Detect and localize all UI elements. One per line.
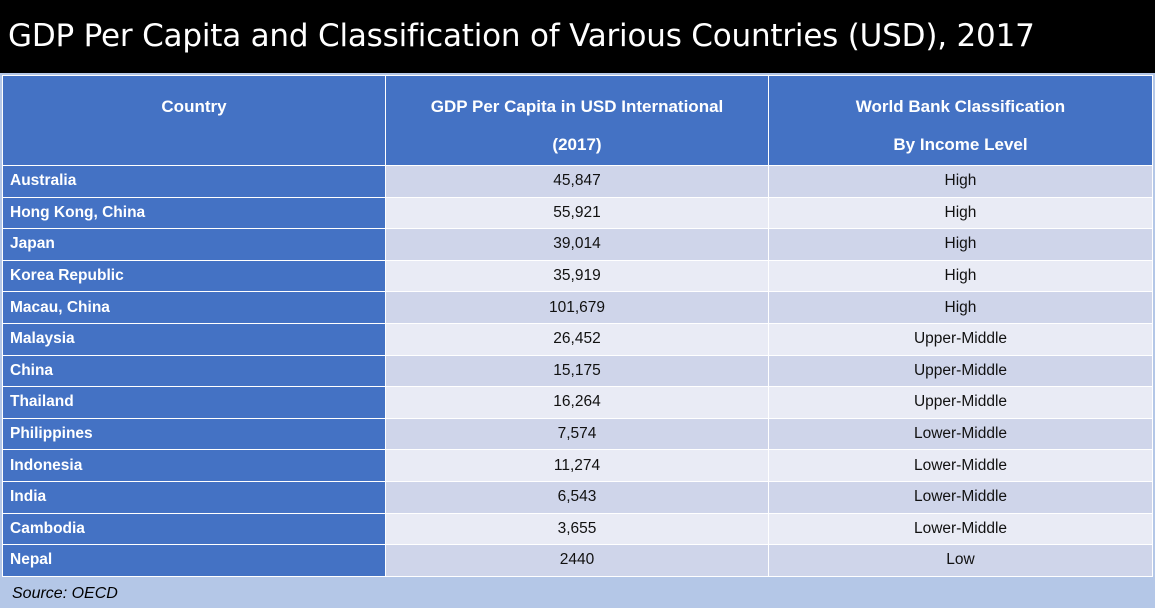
table-row: Australia 45,847 High (2, 165, 1153, 198)
classification-cell: High (768, 165, 1153, 198)
table-row: Malaysia 26,452 Upper-Middle (2, 322, 1153, 356)
header-classification: World Bank Classification By Income Leve… (768, 75, 1153, 166)
gdp-cell: 35,919 (385, 259, 769, 293)
country-cell: Hong Kong, China (2, 196, 386, 230)
header-row: Country GDP Per Capita in USD Internatio… (2, 75, 1153, 166)
header-country: Country (2, 75, 386, 166)
country-cell: Nepal (2, 544, 386, 577)
table-header: Country GDP Per Capita in USD Internatio… (2, 75, 1153, 166)
gdp-cell: 39,014 (385, 228, 769, 261)
table-row: Cambodia 3,655 Lower-Middle (2, 512, 1153, 546)
classification-cell: High (768, 259, 1153, 293)
gdp-cell: 26,452 (385, 322, 769, 356)
country-cell: Thailand (2, 386, 386, 419)
table-row: India 6,543 Lower-Middle (2, 480, 1153, 514)
classification-cell: Lower-Middle (768, 512, 1153, 546)
gdp-cell: 11,274 (385, 449, 769, 482)
classification-cell: Upper-Middle (768, 322, 1153, 356)
table-row: Indonesia 11,274 Lower-Middle (2, 449, 1153, 482)
header-class-line1: World Bank Classification (855, 97, 1066, 116)
country-cell: Philippines (2, 417, 386, 451)
country-cell: Indonesia (2, 449, 386, 482)
country-cell: Japan (2, 228, 386, 261)
country-cell: Macau, China (2, 291, 386, 324)
classification-cell: Lower-Middle (768, 417, 1153, 451)
table-row: Philippines 7,574 Lower-Middle (2, 417, 1153, 451)
header-class-line2: By Income Level (893, 135, 1028, 154)
table-row: Thailand 16,264 Upper-Middle (2, 386, 1153, 419)
gdp-cell: 45,847 (385, 165, 769, 198)
classification-cell: High (768, 291, 1153, 324)
classification-cell: Upper-Middle (768, 386, 1153, 419)
country-cell: China (2, 354, 386, 388)
country-cell: Malaysia (2, 322, 386, 356)
header-gdp: GDP Per Capita in USD International (201… (385, 75, 769, 166)
table-row: Japan 39,014 High (2, 228, 1153, 261)
header-country-label: Country (161, 97, 227, 116)
country-cell: India (2, 480, 386, 514)
gdp-cell: 7,574 (385, 417, 769, 451)
gdp-cell: 3,655 (385, 512, 769, 546)
gdp-cell: 15,175 (385, 354, 769, 388)
source-note: Source: OECD (12, 585, 118, 602)
header-gdp-line1: GDP Per Capita in USD International (430, 97, 724, 116)
header-gdp-line2: (2017) (552, 135, 602, 154)
table-row: Korea Republic 35,919 High (2, 259, 1153, 293)
page-title: GDP Per Capita and Classification of Var… (0, 0, 1155, 73)
gdp-cell: 16,264 (385, 386, 769, 419)
classification-cell: Lower-Middle (768, 480, 1153, 514)
gdp-cell: 55,921 (385, 196, 769, 230)
gdp-cell: 2440 (385, 544, 769, 577)
table-row: Hong Kong, China 55,921 High (2, 196, 1153, 230)
country-cell: Cambodia (2, 512, 386, 546)
table-body: Australia 45,847 High Hong Kong, China 5… (2, 165, 1153, 577)
gdp-cell: 6,543 (385, 480, 769, 514)
country-cell: Australia (2, 165, 386, 198)
classification-cell: High (768, 228, 1153, 261)
country-cell: Korea Republic (2, 259, 386, 293)
classification-cell: Upper-Middle (768, 354, 1153, 388)
classification-cell: High (768, 196, 1153, 230)
table-row: China 15,175 Upper-Middle (2, 354, 1153, 388)
classification-cell: Lower-Middle (768, 449, 1153, 482)
classification-cell: Low (768, 544, 1153, 577)
table-row: Macau, China 101,679 High (2, 291, 1153, 324)
gdp-table: Country GDP Per Capita in USD Internatio… (2, 75, 1153, 577)
table-row: Nepal 2440 Low (2, 544, 1153, 577)
gdp-cell: 101,679 (385, 291, 769, 324)
